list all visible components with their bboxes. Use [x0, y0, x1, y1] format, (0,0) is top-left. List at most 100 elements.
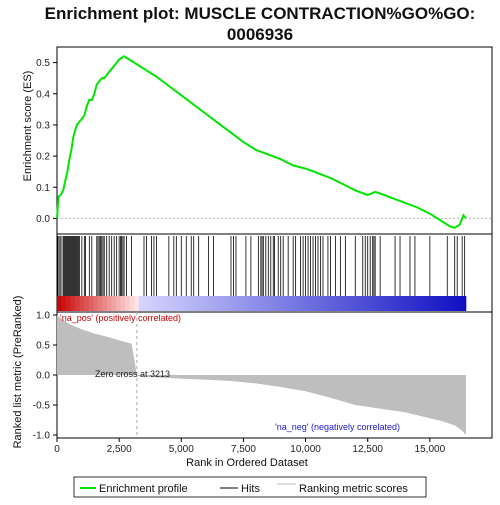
- color-bar-segment: [388, 296, 394, 311]
- color-bar-segment: [325, 296, 330, 311]
- color-bar-segment: [120, 296, 126, 311]
- color-bar-segment: [447, 296, 453, 311]
- color-bar-segment: [143, 296, 149, 311]
- color-bar-segment: [329, 296, 335, 311]
- es-y-axis-label: Enrichment score (ES): [22, 71, 34, 182]
- color-bar-segment: [315, 296, 321, 311]
- color-bar-segment: [206, 296, 212, 311]
- color-bar-segment: [425, 296, 430, 311]
- chart-title-line1: Enrichment plot: MUSCLE CONTRACTION%GO%G…: [45, 4, 476, 23]
- color-bar-segment: [238, 296, 244, 311]
- color-bar-segment: [261, 296, 267, 311]
- x-axis: 0 2,500 5,000 7,500 10,000 12,500 15,000: [54, 438, 446, 455]
- color-bar-segment: [275, 296, 281, 311]
- color-bar-segment: [106, 296, 112, 311]
- color-bar-segment: [393, 296, 399, 311]
- color-bar-segment: [116, 296, 122, 311]
- color-bar-segment: [88, 296, 94, 311]
- color-bar-segment: [438, 296, 444, 311]
- color-bar-segment: [384, 296, 390, 311]
- legend: Enrichment profile Hits Ranking metric s…: [73, 476, 427, 498]
- color-bar-segment: [402, 296, 408, 311]
- color-bar-segment: [343, 296, 349, 311]
- color-bar-segment: [102, 296, 108, 311]
- color-bar-segment: [334, 296, 340, 311]
- color-bar-segment: [134, 296, 140, 311]
- color-bar-segment: [406, 296, 412, 311]
- es-panel-frame: [56, 46, 493, 235]
- color-bar-segment: [347, 296, 353, 311]
- color-bar-segment: [247, 296, 253, 311]
- color-bar-segment: [452, 296, 458, 311]
- es-y-tick-label: 0.0: [36, 214, 50, 225]
- x-tick-label: 15,000: [415, 444, 446, 455]
- color-bar-segment: [415, 296, 421, 311]
- color-bar-segment: [302, 296, 308, 311]
- color-bar-segment: [161, 296, 167, 311]
- es-y-tick-label: 0.3: [36, 120, 50, 131]
- legend-label-enrichment-profile: Enrichment profile: [99, 483, 188, 495]
- color-bar-segment: [84, 296, 90, 311]
- color-bar-segment: [166, 296, 171, 311]
- color-bar-segment: [202, 296, 208, 311]
- color-bar-segment: [265, 296, 271, 311]
- color-bar-segment: [352, 296, 358, 311]
- x-tick-label: 0: [54, 444, 60, 455]
- x-tick-label: 2,500: [107, 444, 132, 455]
- color-bar-segment: [170, 296, 176, 311]
- color-bar-segment: [279, 296, 285, 311]
- color-bar-segment: [175, 296, 181, 311]
- color-bar-segment: [256, 296, 262, 311]
- legend-frame: [73, 476, 427, 498]
- color-bar-segment: [338, 296, 344, 311]
- enrichment-profile-line: [56, 55, 467, 229]
- color-bar-segment: [456, 296, 462, 311]
- metric-y-tick-label: 0.5: [36, 341, 50, 352]
- es-y-tick-label: 0.2: [36, 152, 50, 163]
- color-bar-segment: [434, 296, 440, 311]
- es-y-tick-label: 0.1: [36, 183, 50, 194]
- metric-y-axis-label: Ranked list metric (PreRanked): [12, 296, 24, 449]
- color-bar-segment: [147, 296, 153, 311]
- metric-y-tick-label: -1.0: [33, 431, 51, 442]
- color-bar-segment: [216, 296, 221, 311]
- color-bar-segment: [138, 296, 144, 311]
- color-bar-segment: [225, 296, 231, 311]
- x-tick-label: 7,500: [231, 444, 256, 455]
- metric-y-tick-label: 1.0: [36, 311, 50, 322]
- color-bar-segment: [184, 296, 190, 311]
- zero-cross-label: Zero cross at 3213: [95, 369, 170, 379]
- color-bar-segment: [57, 296, 62, 311]
- color-bar-segment: [270, 296, 276, 311]
- x-axis-label: Rank in Ordered Dataset: [186, 457, 308, 469]
- color-bar-segment: [461, 296, 467, 311]
- color-bar-segment: [211, 296, 217, 311]
- color-bar-segment: [70, 296, 76, 311]
- color-bar-segment: [220, 296, 226, 311]
- color-bar-segment: [156, 296, 162, 311]
- color-bar-segment: [79, 296, 85, 311]
- color-bar-segment: [179, 296, 185, 311]
- color-bar-segment: [379, 296, 385, 311]
- es-y-tick-label: 0.5: [36, 58, 50, 69]
- metric-y-tick-label: -0.5: [33, 401, 51, 412]
- color-bar-segment: [129, 296, 135, 311]
- color-bar-segment: [293, 296, 299, 311]
- metric-y-tick-label: 0.0: [36, 371, 50, 382]
- metric-y-axis: 1.0 0.5 0.0 -0.5 -1.0: [33, 311, 57, 442]
- color-bar-segment: [111, 296, 117, 311]
- color-bar-segment: [370, 296, 376, 311]
- color-bar-segment: [429, 296, 435, 311]
- color-bar-segment: [193, 296, 199, 311]
- color-bar-segment: [252, 296, 258, 311]
- es-y-axis: 0.0 0.1 0.2 0.3 0.4 0.5: [36, 58, 57, 225]
- color-bar-segment: [229, 296, 235, 311]
- color-bar-segment: [365, 296, 371, 311]
- color-bar-segment: [243, 296, 249, 311]
- legend-label-ranking-metric: Ranking metric scores: [299, 483, 408, 495]
- color-bar-segment: [443, 296, 449, 311]
- color-bar-segment: [411, 296, 417, 311]
- color-bar-segment: [420, 296, 426, 311]
- color-bar-segment: [288, 296, 294, 311]
- color-bar-segment: [375, 296, 380, 311]
